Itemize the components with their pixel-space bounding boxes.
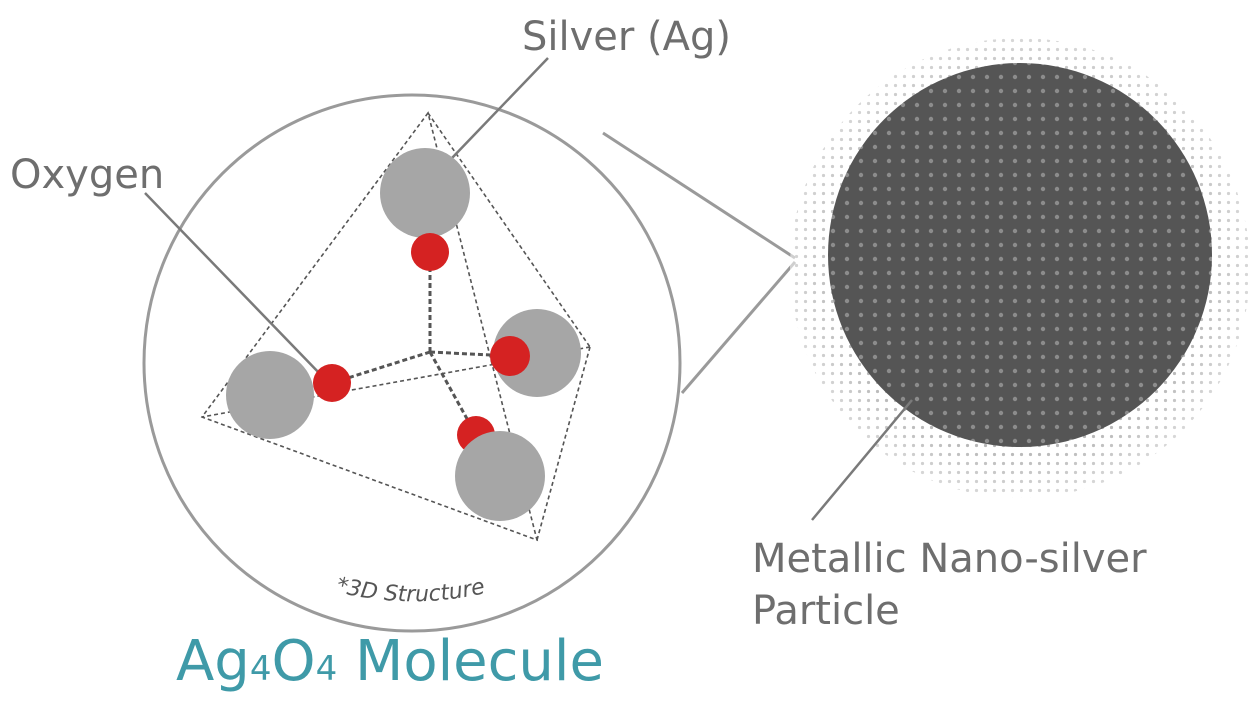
oxygen-leader-line [144,192,323,377]
molecule-bonds [331,252,511,436]
silver-atom-top [380,148,470,238]
zoom-line-top [602,131,796,260]
oxygen-atom-top [411,233,449,271]
title-sub-ag: 4 [249,649,272,689]
particle-label-line2: Particle [752,588,900,634]
silver-atom-bottom [455,431,545,521]
structure-note-text: *3D Structure [334,573,487,607]
silver-atom-left [226,351,314,439]
title-sub-o: 4 [315,649,338,689]
zoom-line-bottom [680,261,797,394]
oxygen-atom-left [313,364,351,402]
title-o: O [271,629,316,694]
molecule-circle [142,93,682,633]
structure-note: *3D Structure [334,573,487,607]
title-molecule: Molecule [355,629,604,694]
molecule-title: Ag4O4 Molecule [176,634,604,690]
nano-silver-particle [790,38,1248,498]
particle-label-line1: Metallic Nano-silver [752,536,1147,582]
oxygen-label: Oxygen [10,152,165,198]
silver-leader-line [451,57,549,159]
oxygen-atom-right [490,336,530,376]
particle-leader-line [811,399,913,521]
silver-label: Silver (Ag) [522,14,732,60]
particle-core [828,63,1212,447]
title-ag: Ag [176,629,250,694]
atoms [226,148,581,521]
